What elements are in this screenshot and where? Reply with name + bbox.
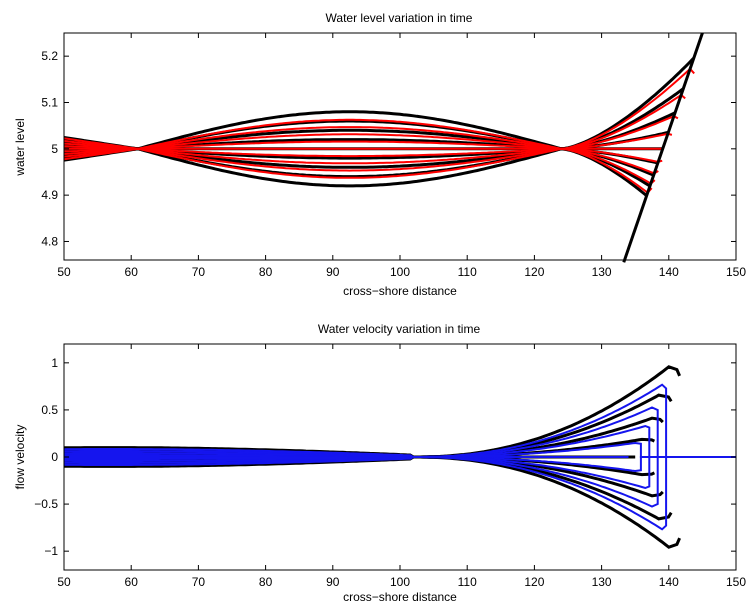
x-tick-label: 90 [326, 265, 340, 279]
x-tick-label: 130 [592, 265, 612, 279]
x-tick-label: 110 [458, 575, 477, 589]
flow-velocity-title: Water velocity variation in time [318, 322, 481, 336]
water-level-y-ticks: 4.8 4.9 5 5.1 5.2 [41, 49, 736, 248]
x-tick-label: 130 [592, 575, 612, 589]
water-level-shoreline [622, 32, 704, 263]
y-tick-label: −0.5 [34, 497, 58, 511]
water-level-panel: Water level variation in time 50 60 70 80 90… [13, 11, 746, 298]
water-level-xlabel: cross−shore distance [343, 284, 457, 298]
water-level-plot-area [63, 32, 704, 263]
water-level-title: Water level variation in time [326, 11, 473, 25]
x-tick-label: 110 [458, 265, 477, 279]
x-tick-label: 70 [192, 575, 206, 589]
x-tick-label: 50 [57, 575, 71, 589]
y-tick-label: 0 [51, 450, 58, 464]
water-level-ylabel: water level [13, 118, 27, 176]
y-tick-label: 4.8 [41, 234, 58, 248]
y-tick-label: 5.2 [41, 49, 58, 63]
x-tick-label: 90 [326, 575, 340, 589]
y-tick-label: 1 [51, 356, 58, 370]
x-tick-label: 100 [390, 575, 410, 589]
flow-velocity-x-ticks: 50 60 70 80 90 100 110 120 130 140 150 [57, 344, 746, 589]
x-tick-label: 150 [726, 265, 746, 279]
x-tick-label: 50 [57, 265, 71, 279]
x-tick-label: 140 [659, 265, 679, 279]
x-tick-label: 80 [259, 265, 273, 279]
x-tick-label: 120 [524, 575, 544, 589]
flow-velocity-xlabel: cross−shore distance [343, 590, 457, 604]
flow-velocity-plot-area [63, 365, 736, 549]
x-tick-label: 120 [524, 265, 544, 279]
flow-velocity-y-ticks: −1 −0.5 0 0.5 1 [34, 356, 736, 558]
x-tick-label: 80 [259, 575, 273, 589]
x-tick-label: 150 [726, 575, 746, 589]
flow-velocity-line-model [63, 448, 736, 531]
x-tick-label: 60 [125, 575, 139, 589]
y-tick-label: −1 [44, 544, 58, 558]
y-tick-label: 5 [51, 142, 58, 156]
flow-velocity-ylabel: flow velocity [13, 425, 27, 490]
y-tick-label: 4.9 [41, 188, 58, 202]
flow-velocity-panel: Water velocity variation in time 50 60 70 8… [13, 322, 746, 604]
water-level-x-ticks: 50 60 70 80 90 100 110 120 130 140 150 [57, 33, 746, 279]
y-tick-label: 5.1 [41, 95, 58, 109]
water-level-line-model [63, 67, 695, 179]
water-level-line-model [63, 93, 686, 172]
x-tick-label: 60 [125, 265, 139, 279]
x-tick-label: 140 [659, 575, 679, 589]
y-tick-label: 0.5 [41, 403, 58, 417]
x-tick-label: 70 [192, 265, 206, 279]
x-tick-label: 100 [390, 265, 410, 279]
